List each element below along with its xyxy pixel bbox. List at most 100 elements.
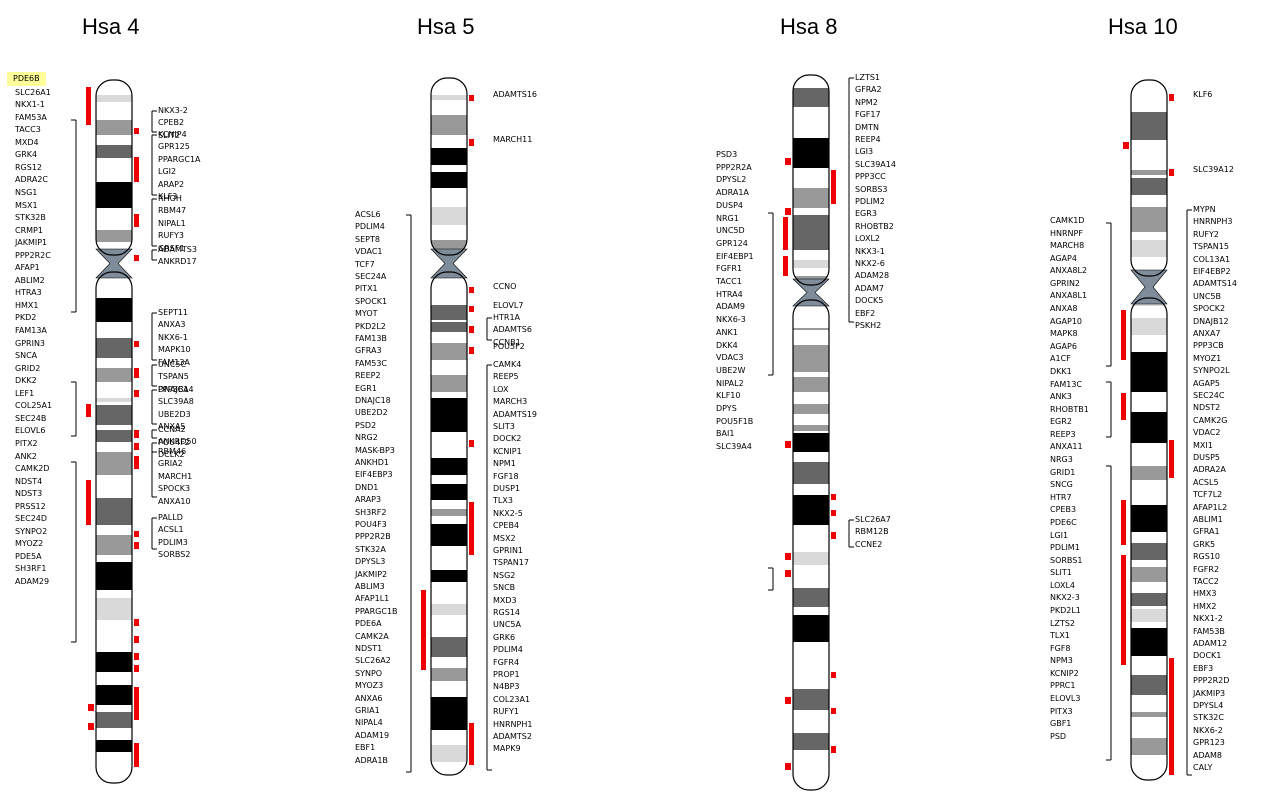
chromosome-band — [793, 433, 829, 452]
left-marker-bar — [86, 480, 91, 525]
gene-label: KCNIP4 — [158, 130, 187, 139]
gene-label: NKX2-3 — [1050, 593, 1080, 603]
gene-label: SORBS2 — [158, 550, 191, 560]
gene-label: MYOZ2 — [15, 539, 44, 549]
right-marker-bar — [469, 95, 474, 101]
right-marker-bar — [469, 306, 474, 312]
left-marker — [785, 158, 791, 165]
chromosome-band — [96, 498, 132, 525]
gene-label: DUSP5 — [1193, 453, 1221, 462]
gene-label: DOCK5 — [855, 296, 884, 306]
gene-label: PALLD — [158, 513, 183, 522]
right-marker-bar — [134, 636, 139, 643]
gene-label: PDE5A — [15, 551, 42, 561]
gene-label: TACC3 — [15, 125, 41, 135]
gene-label: LEF1 — [15, 388, 35, 398]
gene-label: ACSL5 — [1193, 477, 1219, 487]
gene-label: GFRA1 — [1193, 527, 1220, 537]
gene-label: VDAC2 — [1193, 428, 1221, 438]
gene-label: NKX2-5 — [493, 508, 523, 518]
gene-label: PITX1 — [355, 284, 378, 294]
chromosome-band — [431, 509, 467, 516]
right-marker-bar — [134, 341, 139, 347]
gene-label: MARCH8 — [1050, 241, 1085, 251]
gene-label: NIPAL1 — [158, 218, 186, 228]
chromosome-band — [431, 95, 467, 100]
chromosome-band — [431, 458, 467, 475]
gene-label: ANXA8L1 — [1050, 291, 1088, 301]
gene-label: HTRA3 — [15, 288, 42, 298]
right-marker-bar — [469, 287, 474, 293]
gene-label: SYNPO2L — [1193, 366, 1230, 376]
right-marker-bar — [134, 456, 139, 469]
chromosome-band — [793, 425, 829, 431]
gene-label: CAMK1D — [1050, 216, 1085, 225]
gene-label: UNC5A — [493, 620, 521, 630]
gene-label: COL13A1 — [1193, 254, 1231, 264]
chromosome-band — [96, 740, 132, 752]
gene-label: CPEB4 — [493, 521, 520, 531]
gene-label: FAM53A — [15, 112, 47, 122]
gene-label: DND1 — [355, 482, 379, 492]
chromosome-band — [1131, 170, 1167, 175]
chromosome-band — [96, 120, 132, 135]
gene-label: TSPAN5 — [158, 372, 189, 382]
gene-label: PITX3 — [1050, 706, 1073, 716]
gene-label: SEC24C — [1193, 391, 1225, 400]
chromosome-band — [793, 552, 829, 565]
gene-label: CALY — [1193, 763, 1213, 772]
gene-label: GRIA2 — [158, 459, 183, 469]
chromosome-band — [1131, 240, 1167, 257]
right-marker-bar — [134, 687, 139, 720]
gene-label: SH3RF1 — [15, 564, 47, 574]
gene-label: SEPT11 — [158, 308, 189, 317]
chromosome-band — [431, 172, 467, 188]
left-marker — [785, 697, 791, 704]
gene-label: MYPN — [1193, 205, 1216, 214]
chromosome-band — [1131, 675, 1167, 695]
gene-label: CCNE2 — [855, 539, 883, 549]
gene-label: MARCH11 — [493, 135, 533, 144]
gene-label: SEC24B — [15, 413, 47, 423]
chromosome-band — [431, 115, 467, 135]
left-marker — [785, 570, 791, 577]
chromosome-band — [1131, 178, 1167, 195]
gene-label: POU5F1B — [716, 416, 754, 426]
gene-label: PKD2 — [15, 313, 37, 323]
gene-label: NKX1-1 — [15, 100, 45, 110]
gene-label: COL25A1 — [15, 401, 53, 411]
gene-label: ANK2 — [15, 451, 37, 461]
gene-label: TCF7L2 — [1193, 490, 1223, 500]
gene-label: POU4F3 — [355, 520, 387, 529]
gene-label: NKX3-1 — [855, 246, 885, 256]
gene-label: LOXL4 — [1050, 580, 1075, 590]
gene-label: PKD2L2 — [355, 321, 386, 331]
chromosome-band — [1131, 738, 1167, 755]
gene-label: DCLK2 — [158, 450, 185, 460]
gene-label: DPYS — [716, 404, 737, 413]
right-marker-bar — [134, 542, 139, 549]
gene-label: UNC5D — [716, 226, 745, 236]
right-marker-bar — [1169, 94, 1174, 101]
gene-label: ABLIM2 — [15, 275, 45, 285]
chromosome-band — [1131, 412, 1167, 443]
left-marker-bar — [86, 87, 91, 125]
right-marker-bar — [1169, 169, 1174, 176]
gene-label: NKX3-2 — [158, 106, 188, 115]
gene-label: VDAC3 — [716, 353, 744, 363]
gene-label: STK32A — [355, 544, 386, 554]
chromosome-outline — [430, 77, 468, 256]
gene-label: ADRA1B — [355, 755, 388, 765]
gene-label: NKX1-2 — [1193, 614, 1223, 624]
chromosome-title-hsa4: Hsa 4 — [82, 14, 140, 39]
gene-label: FAM13A — [15, 326, 47, 335]
chromosome-outline — [792, 299, 830, 791]
chromosome-band — [96, 452, 132, 475]
gene-label: POU5F2 — [493, 342, 525, 351]
chromosome-band — [1131, 593, 1167, 606]
chromosome-band — [1131, 112, 1167, 140]
chromosome-band — [793, 377, 829, 392]
gene-label: DKK4 — [716, 340, 738, 350]
